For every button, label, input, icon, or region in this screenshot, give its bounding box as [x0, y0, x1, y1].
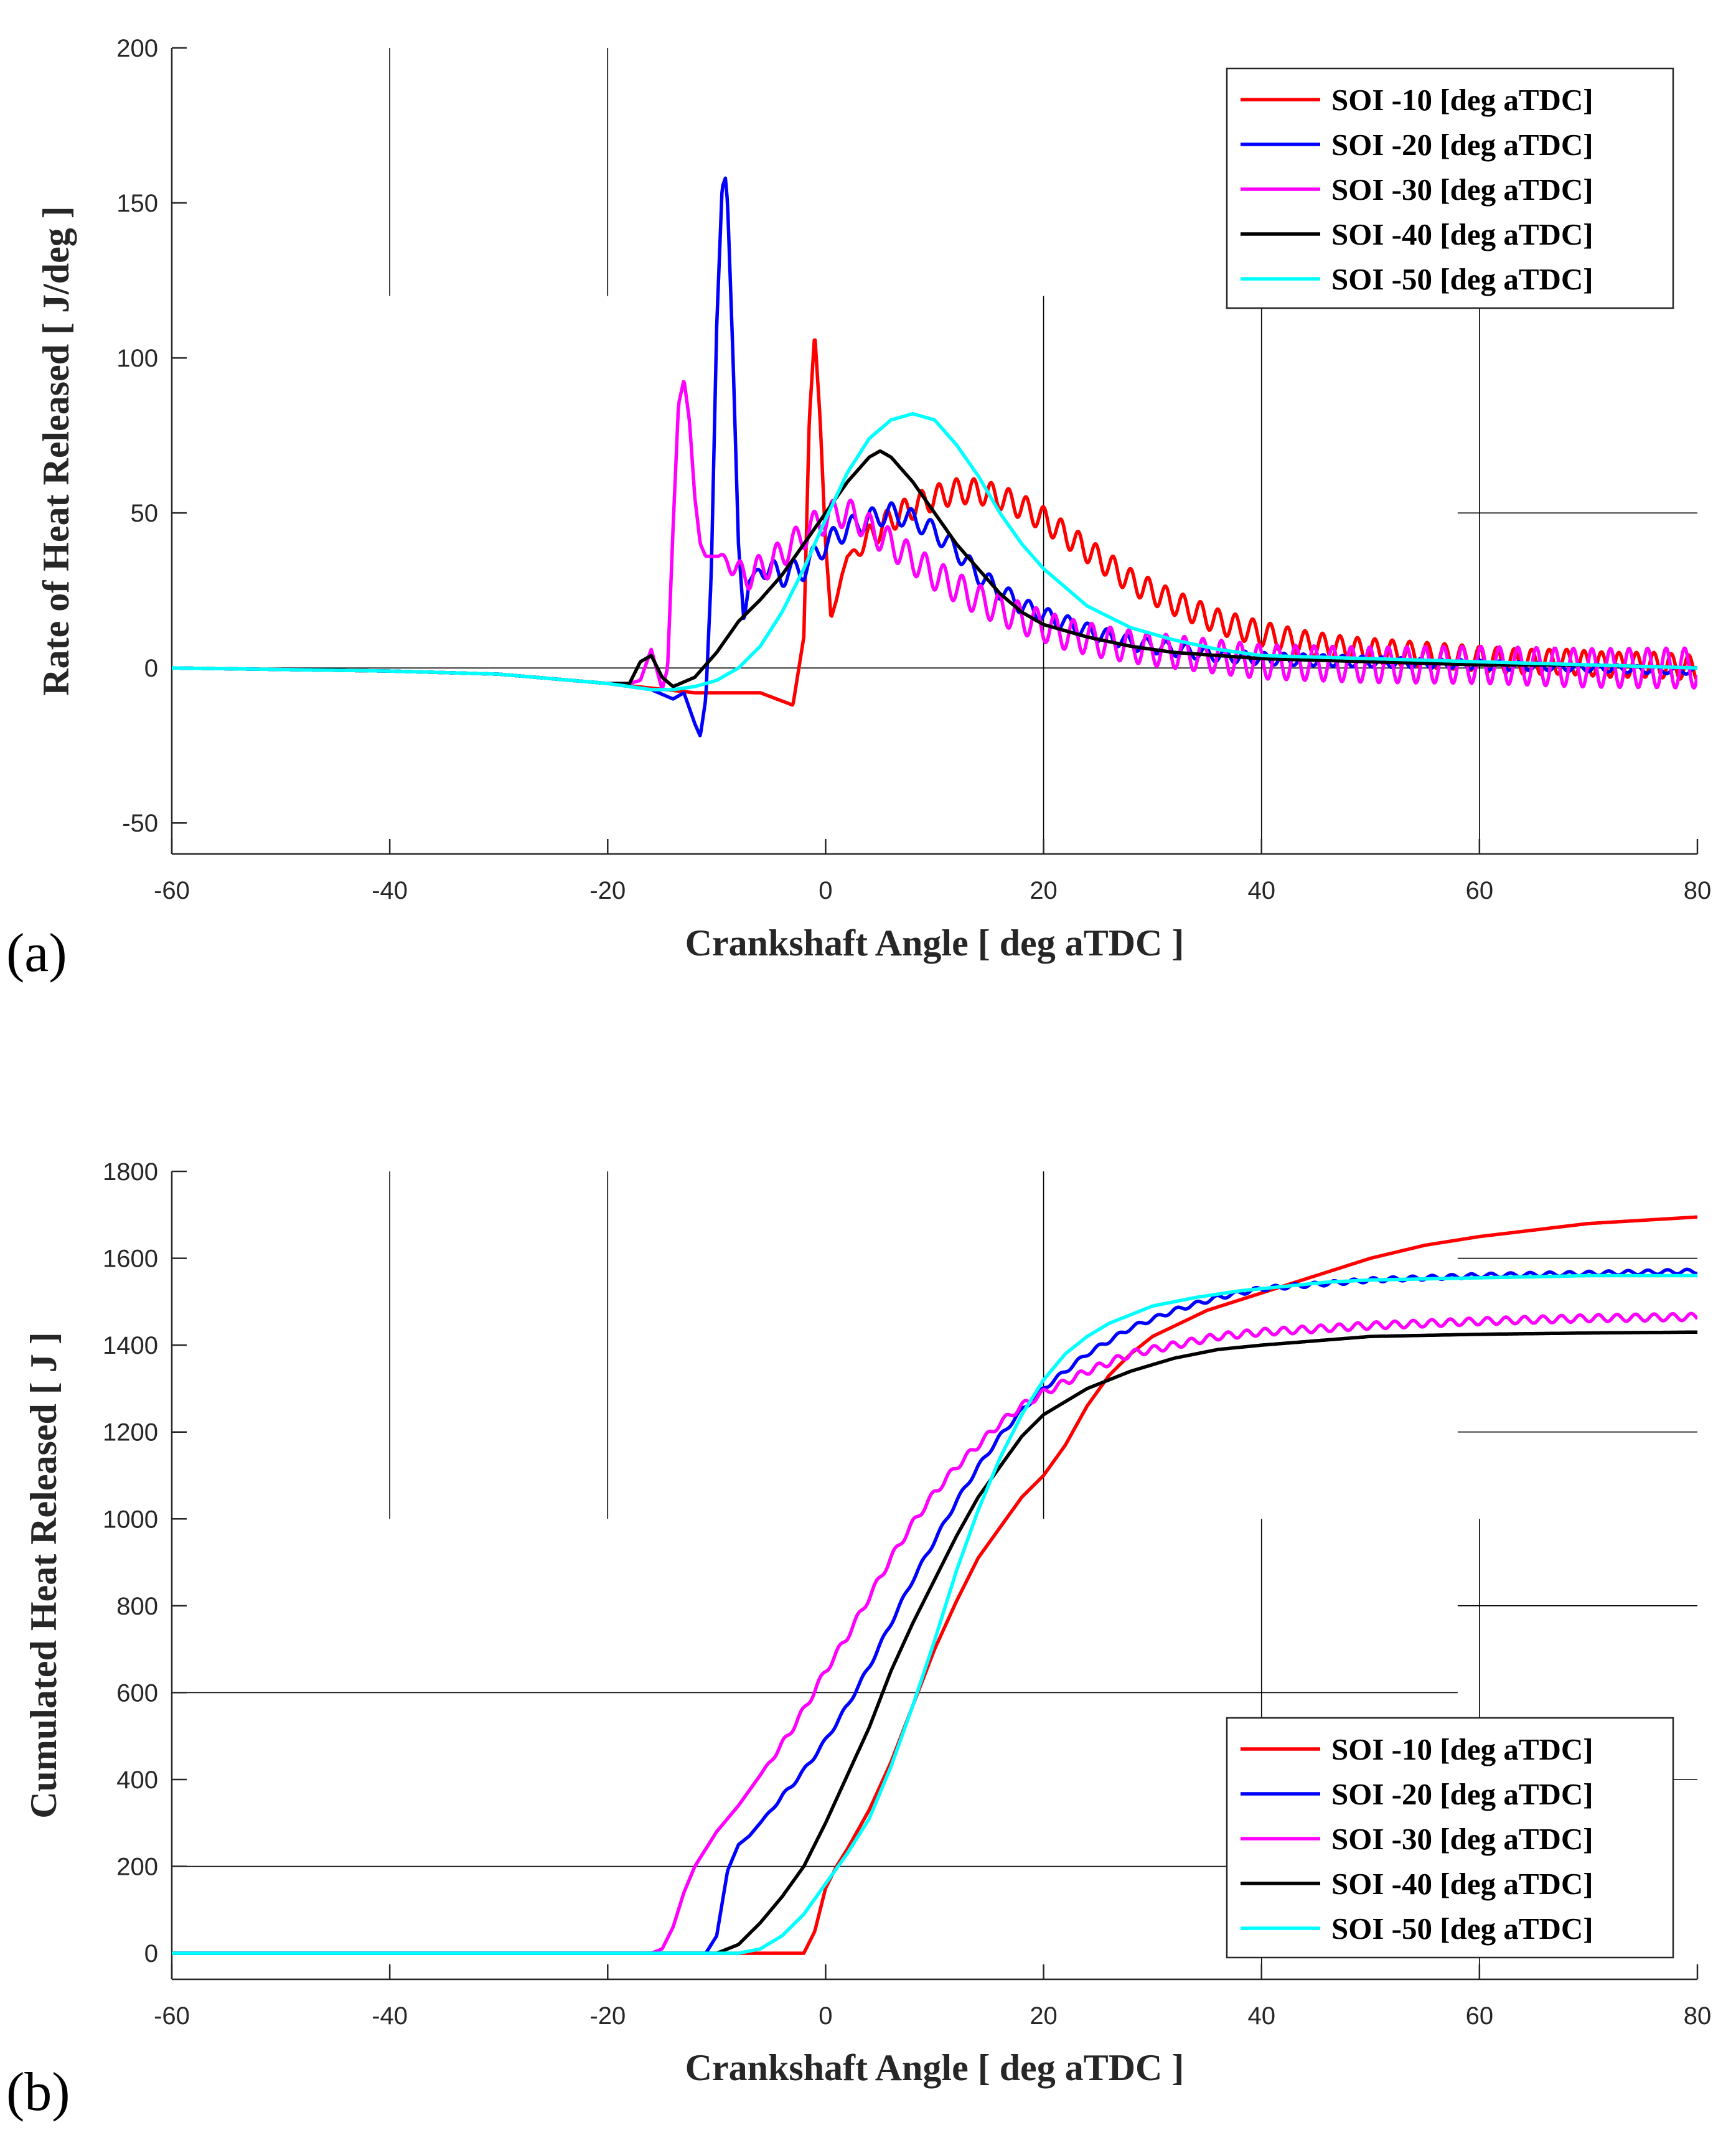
y-tick-label: 1800: [103, 1158, 158, 1186]
y-tick-label: 400: [116, 1766, 158, 1794]
legend: SOI -10 [deg aTDC] SOI -20 [deg aTDC] SOI …: [1226, 1717, 1674, 1959]
series-group: [172, 1215, 1697, 1955]
guide-lines: [172, 48, 1697, 854]
series-line-soi-50: [172, 1273, 1697, 1955]
legend-entry-label: SOI -50 [deg aTDC]: [1331, 262, 1593, 296]
y-axis-title: Cumulated Heat Released [ J ]: [23, 1332, 64, 1819]
legend-entry-label: SOI -10 [deg aTDC]: [1331, 83, 1593, 117]
legend-entry-label: SOI -40 [deg aTDC]: [1331, 217, 1593, 251]
x-tick-label: -20: [589, 2002, 626, 2030]
y-tick-label: 200: [116, 35, 158, 62]
legend: SOI -10 [deg aTDC] SOI -20 [deg aTDC] SOI …: [1226, 67, 1674, 309]
x-tick-label: 60: [1466, 2002, 1494, 2030]
x-tick-label: 0: [819, 2002, 832, 2030]
x-tick-label: 80: [1684, 2002, 1712, 2030]
x-tick-label: -60: [154, 877, 190, 904]
y-tick-label: 1400: [103, 1332, 158, 1359]
y-tick-label: 1200: [103, 1419, 158, 1447]
y-axis-title: Rate of Heat Released [ J/deg ]: [35, 206, 77, 695]
y-tick-label: 200: [116, 1854, 158, 1881]
legend-entry-label: SOI -30 [deg aTDC]: [1331, 172, 1593, 207]
series-line-soi-40: [172, 449, 1697, 688]
x-tick-label: 20: [1030, 877, 1058, 904]
legend-entry-label: SOI -40 [deg aTDC]: [1331, 1867, 1593, 1901]
legend-entry-label: SOI -20 [deg aTDC]: [1331, 1777, 1593, 1811]
legend-entry-label: SOI -20 [deg aTDC]: [1331, 128, 1593, 162]
panel-label: (b): [6, 2062, 70, 2122]
y-tick-label: 150: [116, 190, 158, 217]
chart-panel-b: -60 -40 -20 0 20 40 60 800200400600800100012001…: [6, 1158, 1711, 2122]
y-tick-label: 0: [144, 1940, 158, 1967]
x-tick-label: 40: [1247, 877, 1275, 904]
y-tick-label: 600: [116, 1679, 158, 1707]
y-tick-label: 50: [131, 500, 159, 527]
x-tick-label: 0: [819, 877, 832, 904]
legend-entry-label: SOI -50 [deg aTDC]: [1331, 1911, 1593, 1946]
x-tick-label: -40: [372, 877, 408, 904]
x-tick-label: -60: [154, 2002, 190, 2030]
x-axis-title: Crankshaft Angle [ deg aTDC ]: [685, 922, 1185, 964]
legend-entry-label: SOI -10 [deg aTDC]: [1331, 1732, 1593, 1766]
y-tick-label: 1600: [103, 1245, 158, 1273]
series-group: [172, 176, 1697, 738]
y-tick-label: 1000: [103, 1506, 158, 1533]
x-tick-label: 20: [1030, 2002, 1058, 2030]
x-axis-title: Crankshaft Angle [ deg aTDC ]: [685, 2047, 1185, 2088]
x-tick-label: -40: [372, 2002, 408, 2030]
y-tick-label: 100: [116, 345, 158, 372]
panel-label: (a): [6, 923, 67, 983]
series-line-soi-50: [172, 411, 1697, 692]
y-tick-label: 800: [116, 1593, 158, 1620]
x-tick-label: 80: [1684, 877, 1712, 904]
y-tick-label: 0: [144, 655, 158, 682]
legend-entry-label: SOI -30 [deg aTDC]: [1331, 1822, 1593, 1856]
x-tick-label: 40: [1247, 2002, 1275, 2030]
x-tick-label: -20: [589, 877, 626, 904]
x-tick-label: 60: [1466, 877, 1494, 904]
series-line-soi-10: [172, 338, 1697, 707]
y-tick-label: -50: [122, 810, 158, 837]
chart-panel-a: -60 -40 -20 0 20 40 60 80 -50 0 50 100 150 200 Cranksh…: [6, 35, 1711, 983]
